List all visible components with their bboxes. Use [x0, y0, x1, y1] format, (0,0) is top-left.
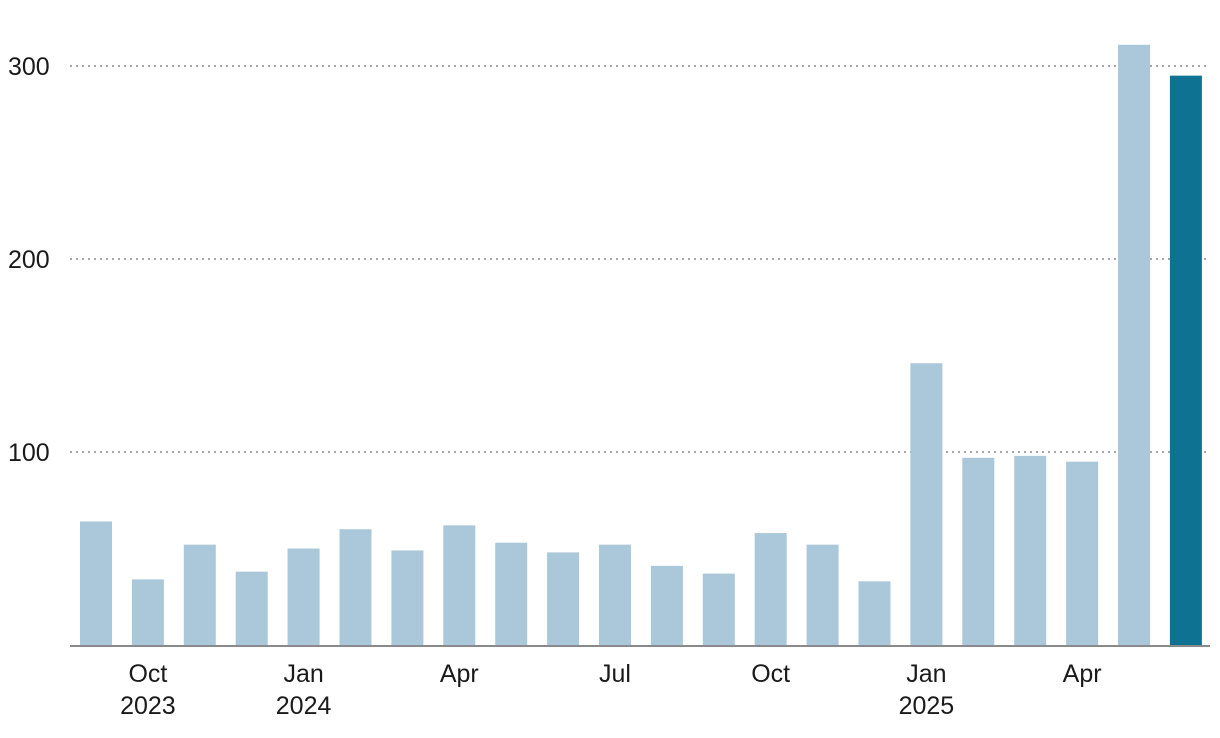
- x-tick-month: Oct: [751, 660, 790, 688]
- bar: [806, 544, 839, 645]
- x-tick-year: 2025: [899, 692, 955, 720]
- y-tick-label: 300: [8, 53, 50, 81]
- bar: [183, 544, 216, 645]
- bar: [962, 457, 995, 645]
- bar: [702, 573, 735, 645]
- bar: [910, 363, 943, 645]
- bar: [858, 581, 891, 645]
- bar: [1014, 455, 1047, 645]
- bar: [547, 552, 580, 645]
- x-tick-year: 2024: [276, 692, 332, 720]
- bar: [754, 533, 787, 645]
- x-tick-month: Jan: [906, 660, 946, 688]
- x-tick-month: Apr: [1063, 660, 1102, 688]
- y-axis-ticks: 100 200 300: [8, 53, 50, 467]
- bar: [80, 521, 112, 645]
- x-tick-month: Jan: [283, 660, 323, 688]
- bar: [1118, 44, 1150, 645]
- x-tick-month: Jul: [599, 660, 631, 688]
- gridlines: [70, 65, 1210, 453]
- bar: [391, 550, 424, 645]
- y-tick-label: 200: [8, 246, 50, 274]
- x-axis-ticks: Oct 2023 Jan 2024 Apr Jul Oct Jan 2025 Apr: [120, 660, 1101, 720]
- bar: [339, 529, 372, 645]
- bar: [599, 544, 631, 645]
- bar: [235, 571, 268, 645]
- bar: [287, 548, 320, 645]
- bar: [495, 542, 528, 645]
- x-tick-month: Apr: [440, 660, 479, 688]
- y-tick-label: 100: [8, 439, 50, 467]
- bar-highlighted: [1169, 75, 1202, 645]
- bar: [650, 565, 683, 645]
- x-tick-month: Oct: [128, 660, 167, 688]
- bar: [443, 525, 476, 645]
- bar: [1066, 461, 1099, 645]
- x-tick-year: 2023: [120, 692, 176, 720]
- bar: [131, 579, 164, 645]
- bars: [80, 44, 1202, 645]
